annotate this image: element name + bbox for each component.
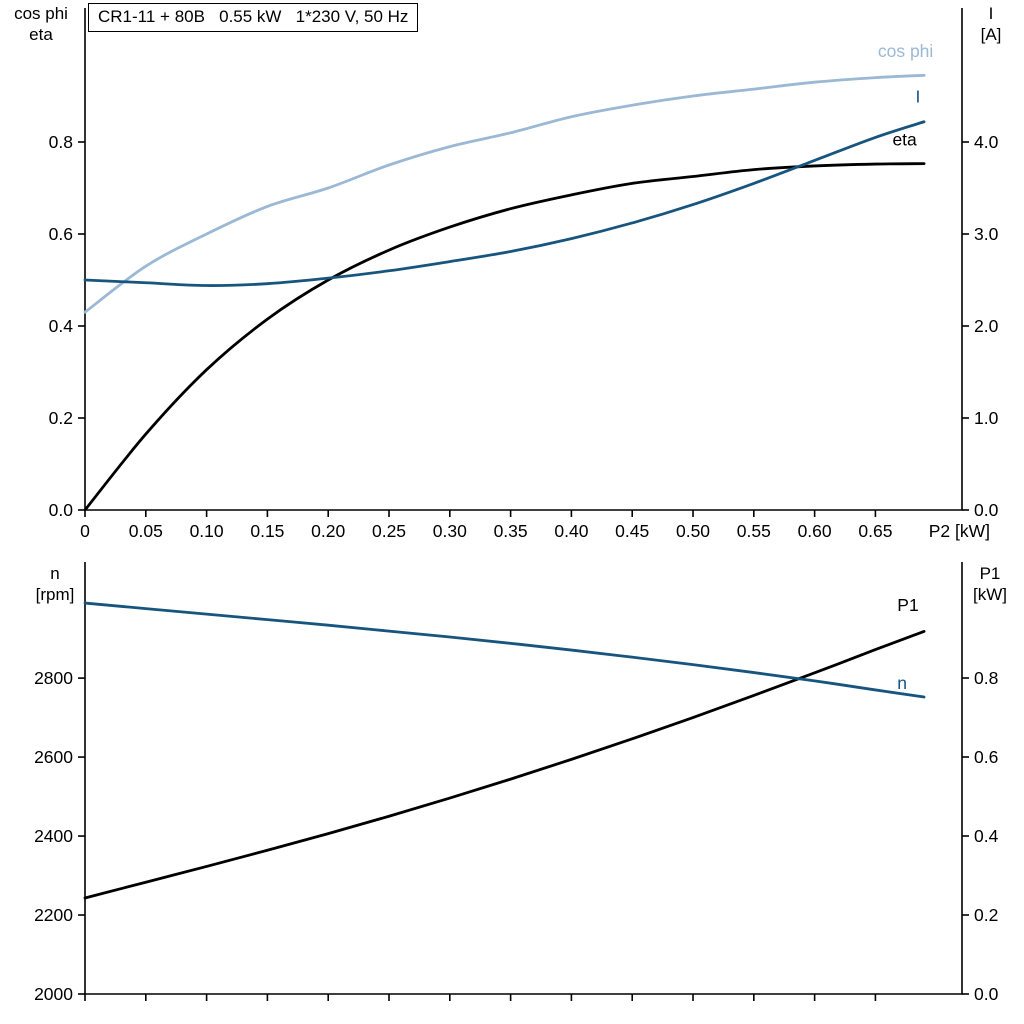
x-tick-label: 0.55 [737,521,771,541]
x-tick-label: 0.45 [615,521,649,541]
chart-area-0: 0.0 0.2 0.4 0.6 0.8 0.0 1.0 2.0 3.0 4.0 0 0.05 0.10 0… [49,8,999,541]
x-tick-label: 0.50 [676,521,710,541]
axis-frame [84,8,963,511]
right-tick-label: 3.0 [974,224,999,244]
x-tick-label: 0.60 [798,521,832,541]
curve-label-cos-phi: cos phi [878,41,933,61]
axis-title-speed: n [50,564,60,583]
x-tick-label: 0.40 [554,521,588,541]
axis-title-current: I [988,4,994,23]
top-chart-left-axis-title: cos phi eta [0,3,82,45]
right-tick-label: 0.0 [974,984,999,1004]
x-axis-unit-label: P2 [kW] [929,521,990,541]
x-tick-label: 0.05 [129,521,163,541]
curve-label-I: I [916,86,921,106]
curve-label-P1: P1 [897,595,918,615]
curve-n [83,601,926,699]
axis-title-p1-unit: [kW] [973,585,1007,604]
curve-I [83,120,926,287]
x-tick-label: 0.25 [372,521,406,541]
x-tick-label: 0.20 [311,521,345,541]
x-tick-label: 0.15 [250,521,284,541]
axis-title-speed-unit: [rpm] [35,585,75,604]
curve-label-eta: eta [892,130,917,150]
right-tick-label: 0.8 [974,668,998,688]
right-tick-label: 0.0 [974,500,999,520]
x-tick-label: 0.10 [190,521,224,541]
top-chart-right-axis-title: I [A] [962,3,1020,45]
axis-title-p1: P1 [979,564,1001,583]
chart-title-box: CR1-11 + 80B 0.55 kW 1*230 V, 50 Hz [88,3,419,32]
left-tick-label: 2600 [34,747,73,767]
left-tick-label: 0.2 [49,408,73,428]
left-tick-label: 2400 [34,826,73,846]
axis-title-current-unit: [A] [980,25,1002,44]
left-tick-label: 0.8 [49,132,73,152]
x-tick-label: 0.30 [433,521,467,541]
right-tick-label: 2.0 [974,316,999,336]
axis-title-cos-phi: cos phi [14,4,68,23]
right-tick-label: 0.4 [974,826,999,846]
chart-area-1: 2000 2200 2400 2600 2800 0.0 0.2 0.4 0.6 0.8 P1 n [34,562,999,1004]
x-tick-label: 0.35 [494,521,528,541]
bottom-chart-left-axis-title: n [rpm] [22,563,88,605]
curve-P1 [83,630,926,900]
right-tick-label: 0.2 [974,905,998,925]
curve-label-n: n [897,673,907,693]
x-tick-label: 0.65 [858,521,892,541]
left-tick-label: 0.4 [49,316,74,336]
curve-cos-phi [83,73,926,314]
x-tick-label: 0 [80,521,90,541]
axis-title-eta: eta [29,25,53,44]
left-tick-label: 2000 [34,984,73,1004]
left-tick-label: 0.0 [49,500,74,520]
axis-frame [84,562,963,995]
right-tick-label: 1.0 [974,408,999,428]
left-tick-label: 0.6 [49,224,73,244]
left-tick-label: 2200 [34,905,73,925]
left-tick-label: 2800 [34,668,73,688]
curve-eta [83,162,926,512]
right-tick-label: 0.6 [974,747,998,767]
right-tick-label: 4.0 [974,132,999,152]
bottom-chart-right-axis-title: P1 [kW] [960,563,1020,605]
